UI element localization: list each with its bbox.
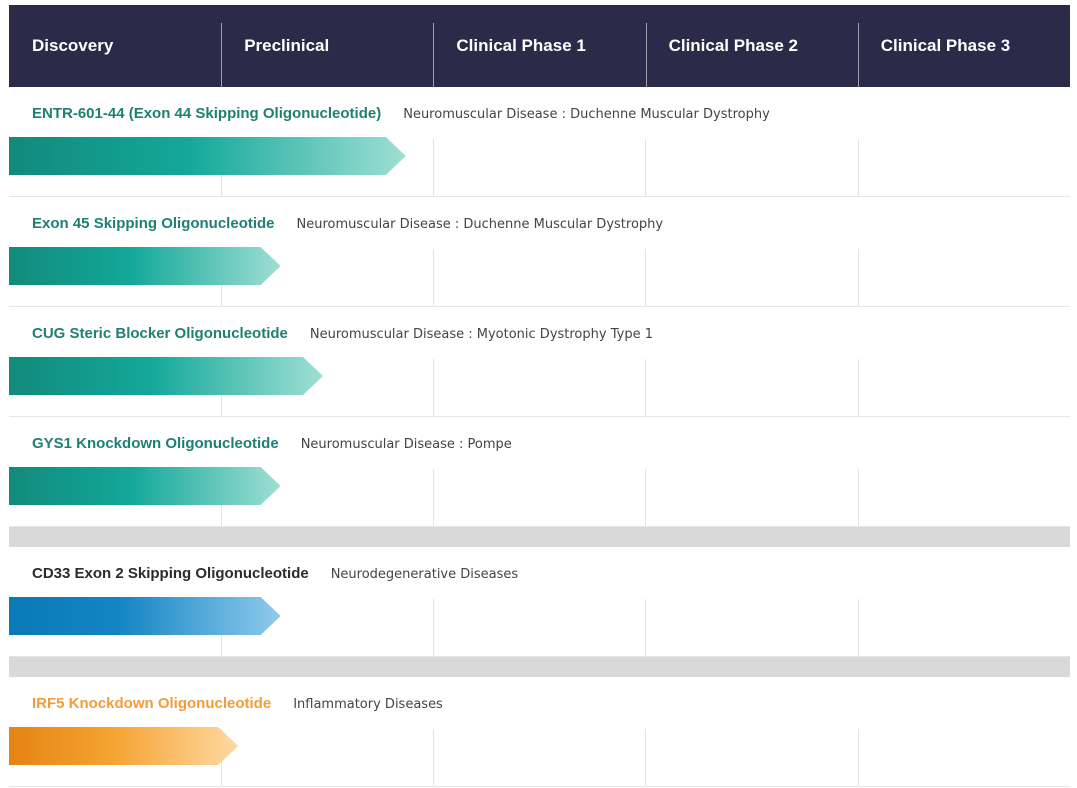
group-separator (9, 657, 1070, 677)
program-indication: Neuromuscular Disease : Duchenne Muscula… (403, 107, 770, 122)
program-title: Exon 45 Skipping Oligonucleotide Neuromu… (32, 215, 663, 232)
grid-line (858, 139, 859, 196)
program-indication: Neuromuscular Disease : Duchenne Muscula… (296, 217, 664, 232)
grid-line (433, 139, 434, 196)
grid-line (433, 249, 434, 306)
program-indication: Neurodegenerative Diseases (330, 567, 519, 582)
program-title: CUG Steric Blocker Oligonucleotide Neuro… (32, 325, 653, 342)
program-row: ENTR-601-44 (Exon 44 Skipping Oligonucle… (9, 87, 1070, 197)
progress-bar (9, 727, 238, 765)
grid-line (433, 469, 434, 526)
pipeline-header: Discovery Preclinical Clinical Phase 1 C… (9, 5, 1070, 87)
program-row: IRF5 Knockdown Oligonucleotide Inflammat… (9, 677, 1070, 787)
program-indication: Inflammatory Diseases (293, 697, 443, 712)
phase-header-discovery: Discovery (32, 36, 114, 55)
program-title: GYS1 Knockdown Oligonucleotide Neuromusc… (32, 435, 512, 452)
program-name[interactable]: CUG Steric Blocker Oligonucleotide (32, 325, 288, 342)
group-separator (9, 527, 1070, 547)
program-row: CD33 Exon 2 Skipping Oligonucleotide Neu… (9, 547, 1070, 657)
grid-line (858, 729, 859, 786)
program-title: IRF5 Knockdown Oligonucleotide Inflammat… (32, 695, 443, 712)
phase-header-clinical-phase-1: Clinical Phase 1 (433, 5, 645, 87)
program-row: Exon 45 Skipping Oligonucleotide Neuromu… (9, 197, 1070, 307)
grid-line (858, 469, 859, 526)
grid-line (645, 469, 646, 526)
phase-header-clinical-phase-3: Clinical Phase 3 (857, 5, 1070, 87)
program-row: CUG Steric Blocker Oligonucleotide Neuro… (9, 307, 1070, 417)
progress-bar (9, 357, 323, 395)
pipeline-table: Discovery Preclinical Clinical Phase 1 C… (9, 5, 1070, 787)
phase-header-clinical-phase-2: Clinical Phase 2 (645, 5, 858, 87)
program-name[interactable]: CD33 Exon 2 Skipping Oligonucleotide (32, 565, 309, 582)
grid-line (645, 359, 646, 416)
program-name[interactable]: ENTR-601-44 (Exon 44 Skipping Oligonucle… (32, 105, 382, 122)
grid-line (858, 249, 859, 306)
grid-line (645, 139, 646, 196)
progress-bar (9, 597, 281, 635)
program-indication: Neuromuscular Disease : Pompe (300, 437, 512, 452)
program-indication: Neuromuscular Disease : Myotonic Dystrop… (309, 327, 653, 342)
program-title: ENTR-601-44 (Exon 44 Skipping Oligonucle… (32, 105, 770, 122)
program-name[interactable]: GYS1 Knockdown Oligonucleotide (32, 435, 279, 452)
program-row: GYS1 Knockdown Oligonucleotide Neuromusc… (9, 417, 1070, 527)
program-name[interactable]: IRF5 Knockdown Oligonucleotide (32, 695, 272, 712)
progress-bar (9, 247, 281, 285)
grid-line (433, 359, 434, 416)
grid-line (645, 729, 646, 786)
grid-line (433, 729, 434, 786)
progress-bar (9, 137, 406, 175)
progress-bar (9, 467, 281, 505)
program-title: CD33 Exon 2 Skipping Oligonucleotide Neu… (32, 565, 518, 582)
grid-line (858, 359, 859, 416)
grid-line (645, 599, 646, 656)
phase-header-preclinical: Preclinical (221, 5, 433, 87)
grid-line (645, 249, 646, 306)
program-name[interactable]: Exon 45 Skipping Oligonucleotide (32, 215, 275, 232)
grid-line (433, 599, 434, 656)
grid-line (858, 599, 859, 656)
